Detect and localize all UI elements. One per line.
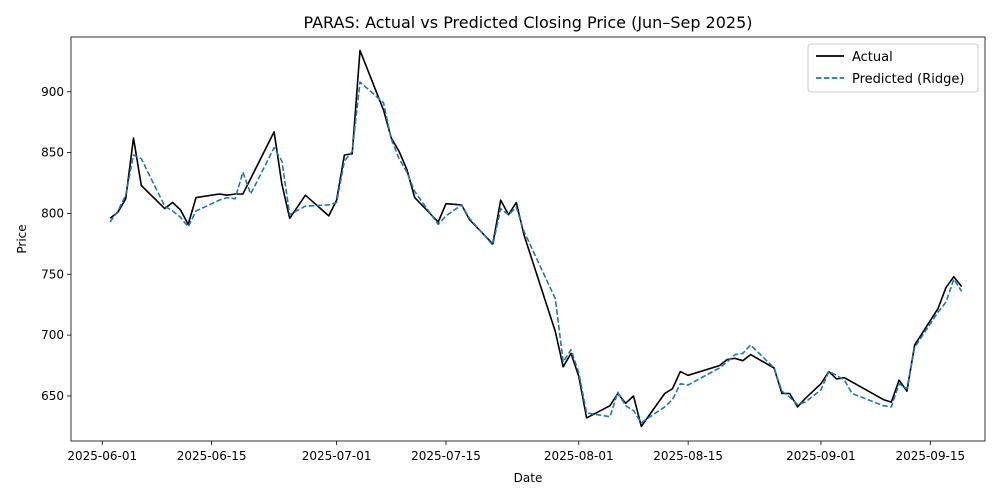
- legend-actual-label: Actual: [852, 50, 893, 65]
- y-tick-label: 850: [41, 146, 64, 160]
- y-axis-label: Price: [15, 224, 29, 253]
- x-tick-label: 2025-09-15: [895, 449, 965, 463]
- x-tick-label: 2025-08-15: [653, 449, 723, 463]
- x-tick-label: 2025-07-15: [411, 449, 481, 463]
- x-tick-label: 2025-08-01: [544, 449, 614, 463]
- y-tick-label: 900: [41, 85, 64, 99]
- x-axis-label: Date: [514, 471, 543, 485]
- y-tick-label: 800: [41, 206, 64, 220]
- x-axis: 2025-06-01 2025-06-15 2025-07-01 2025-07-15…: [67, 441, 965, 463]
- series-layer: [109, 49, 963, 428]
- plot-area: [70, 36, 986, 442]
- y-tick-label: 700: [41, 328, 64, 342]
- x-tick-label: 2025-06-15: [177, 449, 247, 463]
- x-tick-label: 2025-06-01: [67, 449, 137, 463]
- chart-title: PARAS: Actual vs Predicted Closing Price…: [303, 13, 752, 32]
- series-line-predicted: [109, 81, 963, 424]
- legend: Actual Predicted (Ridge): [807, 43, 979, 93]
- y-tick-label: 650: [41, 389, 64, 403]
- legend-predicted-label: Predicted (Ridge): [852, 72, 964, 87]
- legend-box: [807, 43, 979, 93]
- plot-frame: [70, 36, 986, 442]
- y-tick-label: 750: [41, 267, 64, 281]
- x-tick-label: 2025-09-01: [786, 449, 856, 463]
- y-axis: 650 700 750 800 850 900: [41, 85, 71, 403]
- x-tick-label: 2025-07-01: [302, 449, 372, 463]
